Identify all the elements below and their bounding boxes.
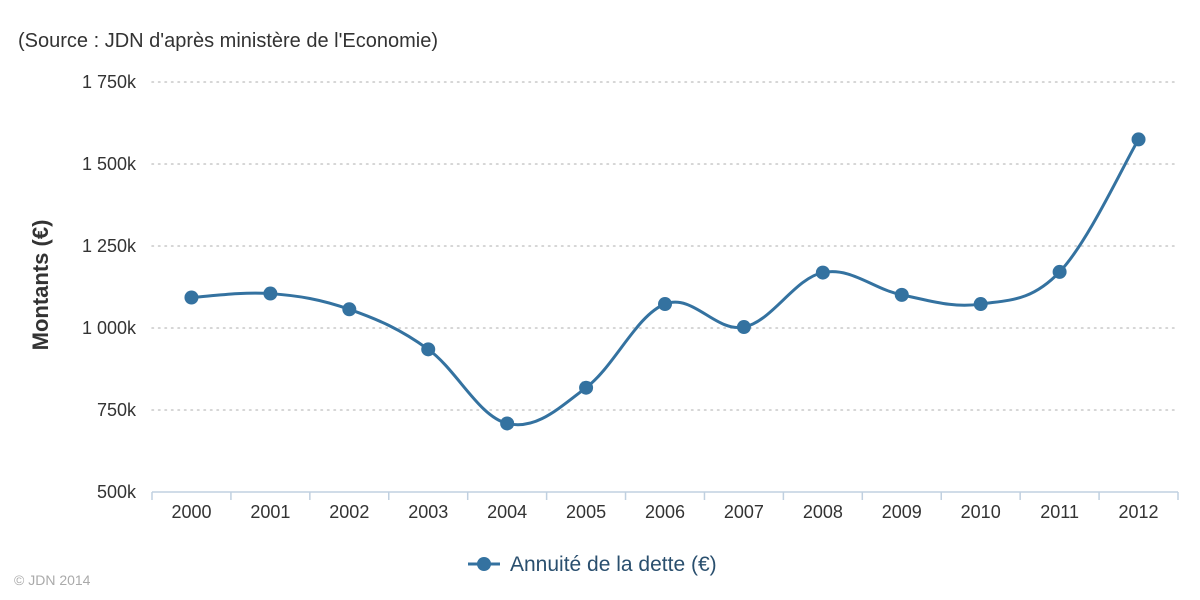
legend-marker (477, 557, 491, 571)
legend-label[interactable]: Annuité de la dette (€) (510, 553, 717, 576)
chart-subtitle: (Source : JDN d'après ministère de l'Eco… (18, 30, 439, 52)
series-layer (184, 132, 1146, 431)
y-tick-label: 1 000k (82, 318, 137, 338)
x-tick-label: 2012 (1119, 502, 1159, 522)
x-tick-label: 2000 (171, 502, 211, 522)
data-point[interactable] (500, 416, 515, 431)
grid-lines (151, 81, 1179, 411)
y-tick-label: 1 250k (82, 236, 137, 256)
x-tick-label: 2011 (1040, 502, 1079, 522)
x-tick-label: 2007 (724, 502, 764, 522)
x-tick-label: 2003 (408, 502, 448, 522)
data-point[interactable] (973, 297, 988, 312)
x-tick-label: 2002 (329, 502, 369, 522)
data-point[interactable] (342, 302, 357, 317)
y-tick-label: 1 750k (82, 72, 137, 92)
series-line (191, 138, 1140, 427)
data-point[interactable] (815, 265, 830, 280)
x-tick-label: 2008 (803, 502, 843, 522)
y-tick-label: 750k (97, 400, 137, 420)
data-point[interactable] (1052, 264, 1067, 279)
y-tick-label: 500k (97, 482, 137, 502)
x-tick-label: 2010 (961, 502, 1001, 522)
data-point[interactable] (658, 297, 672, 312)
data-point[interactable] (421, 342, 436, 357)
data-point[interactable] (263, 286, 278, 301)
legend[interactable]: Annuité de la dette (€) (468, 553, 717, 576)
x-tick-label: 2006 (645, 502, 685, 522)
x-tick-label: 2004 (487, 502, 527, 522)
data-point[interactable] (736, 320, 751, 335)
y-tick-label: 1 500k (82, 154, 137, 174)
x-tick-label: 2009 (882, 502, 922, 522)
copyright-credit: © JDN 2014 (14, 572, 91, 588)
x-axis-ticks: 2000 2001 2002 2003 2004 2005 2006 2007 2008 2009… (171, 502, 1158, 522)
data-point[interactable] (1131, 132, 1146, 147)
data-point[interactable] (184, 290, 199, 305)
data-point[interactable] (579, 380, 594, 395)
y-axis-ticks: 500k 750k 1 000k 1 250k 1 500k 1 750k (82, 72, 137, 502)
y-axis-label: Montants (€) (28, 220, 53, 351)
x-axis (151, 491, 1179, 500)
x-tick-label: 2005 (566, 502, 606, 522)
data-point[interactable] (894, 287, 909, 302)
x-tick-label: 2001 (250, 502, 290, 522)
